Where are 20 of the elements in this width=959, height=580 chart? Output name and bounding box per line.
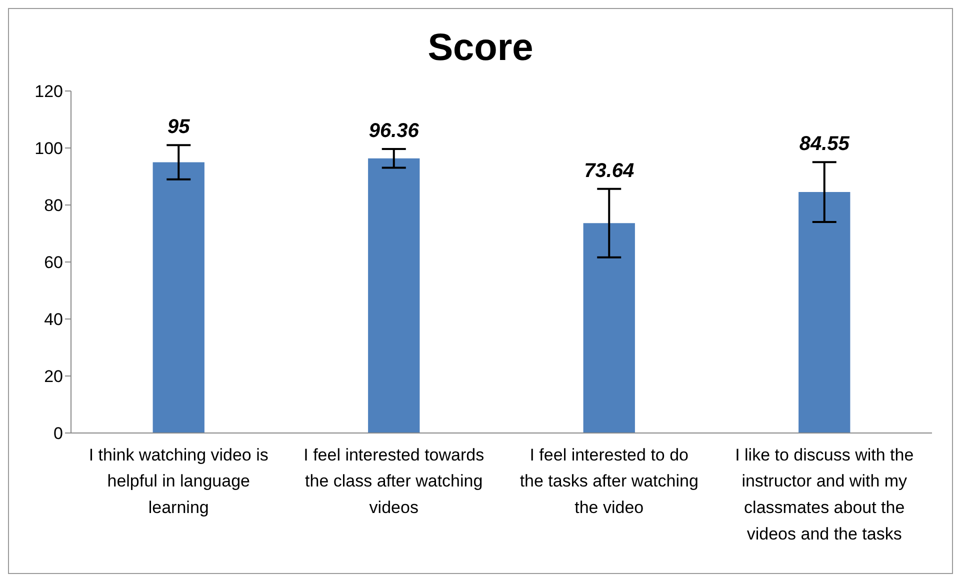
y-tick-label: 120 xyxy=(34,82,63,102)
x-tick-label: I feel interested to do the tasks after watching the video xyxy=(520,445,698,517)
y-tick-label: 60 xyxy=(44,253,63,272)
data-label: 84.55 xyxy=(799,133,850,156)
data-label: 73.64 xyxy=(584,160,634,182)
data-label: 96.36 xyxy=(368,120,420,142)
x-tick-label: I think watching video is helpful in language learning xyxy=(88,445,268,517)
bar xyxy=(798,192,850,433)
bar xyxy=(583,223,635,433)
data-label: 95 xyxy=(168,116,191,138)
bar xyxy=(368,158,420,433)
y-tick-label: 0 xyxy=(54,424,63,444)
chart-title: Score xyxy=(426,27,534,70)
y-tick-label: 80 xyxy=(44,196,63,216)
y-tick-label: 100 xyxy=(34,139,63,158)
x-tick-label: I like to discuss with the instructor and with my classmates about the videos and the tasks xyxy=(735,445,914,544)
y-tick-label: 40 xyxy=(44,310,63,330)
y-tick-label: 20 xyxy=(44,367,63,386)
bar xyxy=(152,162,204,433)
x-tick-label: I feel interested towards the class after watching videos xyxy=(304,445,484,517)
